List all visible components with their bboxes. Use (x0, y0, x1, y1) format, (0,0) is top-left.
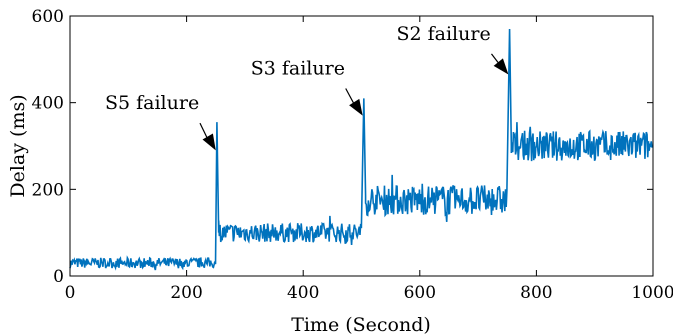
x-tick-label: 800 (520, 283, 552, 303)
y-tick-label: 400 (32, 94, 64, 114)
ticks-layer: 0 200 400 600 800 1000 0 200 400 600 (32, 7, 673, 303)
annotation-arrowhead (202, 133, 216, 151)
plot-frame (69, 15, 654, 277)
x-tick-label: 0 (65, 283, 76, 303)
x-tick-label: 200 (170, 283, 202, 303)
x-tick-label: 1000 (631, 283, 673, 303)
annotation-label: S3 failure (251, 58, 345, 80)
delay-series-line (69, 28, 654, 271)
y-tick-label: 0 (53, 267, 64, 287)
annotation-arrowhead (349, 98, 363, 116)
annotations-layer: S5 failure S3 failure S2 failure (105, 23, 509, 151)
y-tick-label: 200 (32, 180, 64, 200)
y-tick-label: 600 (32, 7, 64, 27)
annotation-label: S5 failure (105, 92, 199, 114)
x-tick-label: 600 (404, 283, 436, 303)
x-axis-label: Time (Second) (291, 314, 431, 335)
y-axis-label: Delay (ms) (7, 94, 29, 197)
annotation-arrowhead (493, 58, 509, 75)
series-layer (69, 28, 654, 271)
annotation-label: S2 failure (396, 23, 490, 45)
x-tick-label: 400 (287, 283, 319, 303)
